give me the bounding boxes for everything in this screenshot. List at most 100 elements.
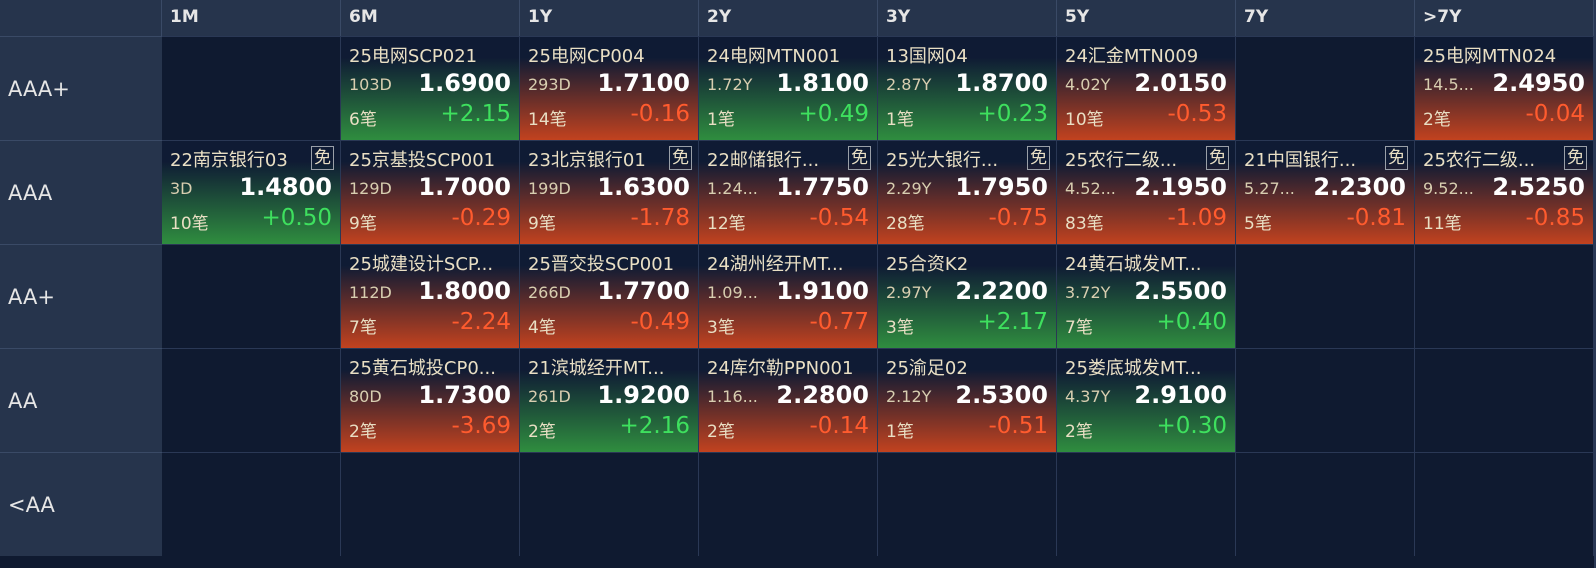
empty-cell [1236,244,1415,348]
row-label: AAA [0,140,162,244]
column-header[interactable]: 7Y [1236,0,1415,36]
price: 1.7300 [418,381,511,409]
count: 3笔 [886,318,914,338]
column-header[interactable]: 1Y [520,0,699,36]
empty-cell [699,452,878,556]
bond-cell[interactable]: 25娄底城发MT... 4.37Y 2.9100 2笔 +0.30 [1057,348,1236,452]
change: -0.51 [988,413,1048,439]
bond-cell[interactable]: 25光大银行... 免 2.29Y 1.7950 28笔 -0.75 [878,140,1057,244]
bond-cell[interactable]: 25城建设计SCP... 112D 1.8000 7笔 -2.24 [341,244,520,348]
term: 1.16... [707,387,758,406]
bond-cell[interactable]: 25晋交投SCP001 266D 1.7700 4笔 -0.49 [520,244,699,348]
price: 1.7700 [597,277,690,305]
empty-cell [162,452,341,556]
count: 14笔 [528,110,567,130]
price: 1.9100 [776,277,869,305]
bond-cell[interactable]: 25黄石城投CP0... 80D 1.7300 2笔 -3.69 [341,348,520,452]
change: +2.17 [977,309,1048,335]
bond-name: 25娄底城发MT... [1065,358,1202,379]
bond-cell[interactable]: 24黄石城发MT... 3.72Y 2.5500 7笔 +0.40 [1057,244,1236,348]
column-header[interactable]: 1M [162,0,341,36]
price: 1.7750 [776,173,869,201]
change: -2.24 [451,309,511,335]
bond-cell[interactable]: 13国网04 2.87Y 1.8700 1笔 +0.23 [878,36,1057,140]
bond-cell[interactable]: 25电网CP004 293D 1.7100 14笔 -0.16 [520,36,699,140]
price: 2.9100 [1134,381,1227,409]
term: 3.72Y [1065,283,1111,302]
term: 261D [528,387,571,406]
change: -0.53 [1167,101,1227,127]
bond-cell[interactable]: 25电网MTN024 14.5... 2.4950 2笔 -0.04 [1415,36,1594,140]
bond-cell[interactable]: 24电网MTN001 1.72Y 1.8100 1笔 +0.49 [699,36,878,140]
bond-cell[interactable]: 25电网SCP021 103D 1.6900 6笔 +2.15 [341,36,520,140]
count: 2笔 [1065,422,1093,442]
bond-cell[interactable]: 25京基投SCP001 129D 1.7000 9笔 -0.29 [341,140,520,244]
bond-cell[interactable]: 22邮储银行... 免 1.24... 1.7750 12笔 -0.54 [699,140,878,244]
change: +0.50 [261,205,332,231]
count: 4笔 [528,318,556,338]
bond-name: 25电网MTN024 [1423,46,1557,67]
price: 2.4950 [1492,69,1585,97]
count: 10笔 [170,214,209,234]
price: 2.0150 [1134,69,1227,97]
corner [0,0,162,36]
term: 80D [349,387,382,406]
tag: 免 [1385,146,1408,170]
count: 12笔 [707,214,746,234]
bond-name: 25电网SCP021 [349,46,478,67]
bond-cell[interactable]: 22南京银行03 免 3D 1.4800 10笔 +0.50 [162,140,341,244]
column-header[interactable]: 5Y [1057,0,1236,36]
column-header[interactable]: 2Y [699,0,878,36]
bond-cell[interactable]: 25农行二级... 免 4.52... 2.1950 83笔 -1.09 [1057,140,1236,244]
bond-cell[interactable]: 24汇金MTN009 4.02Y 2.0150 10笔 -0.53 [1057,36,1236,140]
column-header[interactable]: 3Y [878,0,1057,36]
bond-cell[interactable]: 21中国银行... 免 5.27... 2.2300 5笔 -0.81 [1236,140,1415,244]
term: 1.72Y [707,75,753,94]
bond-cell[interactable]: 24库尔勒PPN001 1.16... 2.2800 2笔 -0.14 [699,348,878,452]
bond-name: 25京基投SCP001 [349,150,496,171]
empty-cell [878,452,1057,556]
price: 1.8100 [776,69,869,97]
term: 2.12Y [886,387,932,406]
change: -1.78 [630,205,690,231]
price: 1.6900 [418,69,511,97]
empty-cell [1415,348,1594,452]
count: 1笔 [886,110,914,130]
term: 4.37Y [1065,387,1111,406]
bond-name: 25黄石城投CP0... [349,358,496,379]
count: 1笔 [886,422,914,442]
change: -0.75 [988,205,1048,231]
empty-cell [341,452,520,556]
count: 11笔 [1423,214,1462,234]
bond-name: 25渝足02 [886,358,968,379]
bond-cell[interactable]: 25农行二级... 免 9.52... 2.5250 11笔 -0.85 [1415,140,1594,244]
change: +0.40 [1156,309,1227,335]
bond-cell[interactable]: 21滨城经开MT... 261D 1.9200 2笔 +2.16 [520,348,699,452]
tag: 免 [848,146,871,170]
tag: 免 [669,146,692,170]
column-header[interactable]: >7Y [1415,0,1594,36]
empty-cell [1236,452,1415,556]
count: 9笔 [349,214,377,234]
count: 2笔 [1423,110,1451,130]
term: 2.29Y [886,179,932,198]
bond-name: 13国网04 [886,46,968,67]
bond-cell[interactable]: 23北京银行01 免 199D 1.6300 9笔 -1.78 [520,140,699,244]
column-header[interactable]: 6M [341,0,520,36]
change: -0.77 [809,309,869,335]
price: 1.6300 [597,173,690,201]
bond-name: 23北京银行01 [528,150,646,171]
empty-cell [1415,244,1594,348]
term: 112D [349,283,392,302]
bond-grid: 1M 6M 1Y 2Y 3Y 5Y 7Y >7Y AAA+ 25电网SCP021 103D 1.690… [0,0,1594,556]
bond-name: 21滨城经开MT... [528,358,665,379]
scrollbar[interactable] [1594,0,1596,568]
term: 293D [528,75,571,94]
bond-cell[interactable]: 25合资K2 2.97Y 2.2200 3笔 +2.17 [878,244,1057,348]
bond-cell[interactable]: 25渝足02 2.12Y 2.5300 1笔 -0.51 [878,348,1057,452]
change: +0.30 [1156,413,1227,439]
count: 2笔 [528,422,556,442]
empty-cell [162,244,341,348]
bond-cell[interactable]: 24湖州经开MT... 1.09... 1.9100 3笔 -0.77 [699,244,878,348]
